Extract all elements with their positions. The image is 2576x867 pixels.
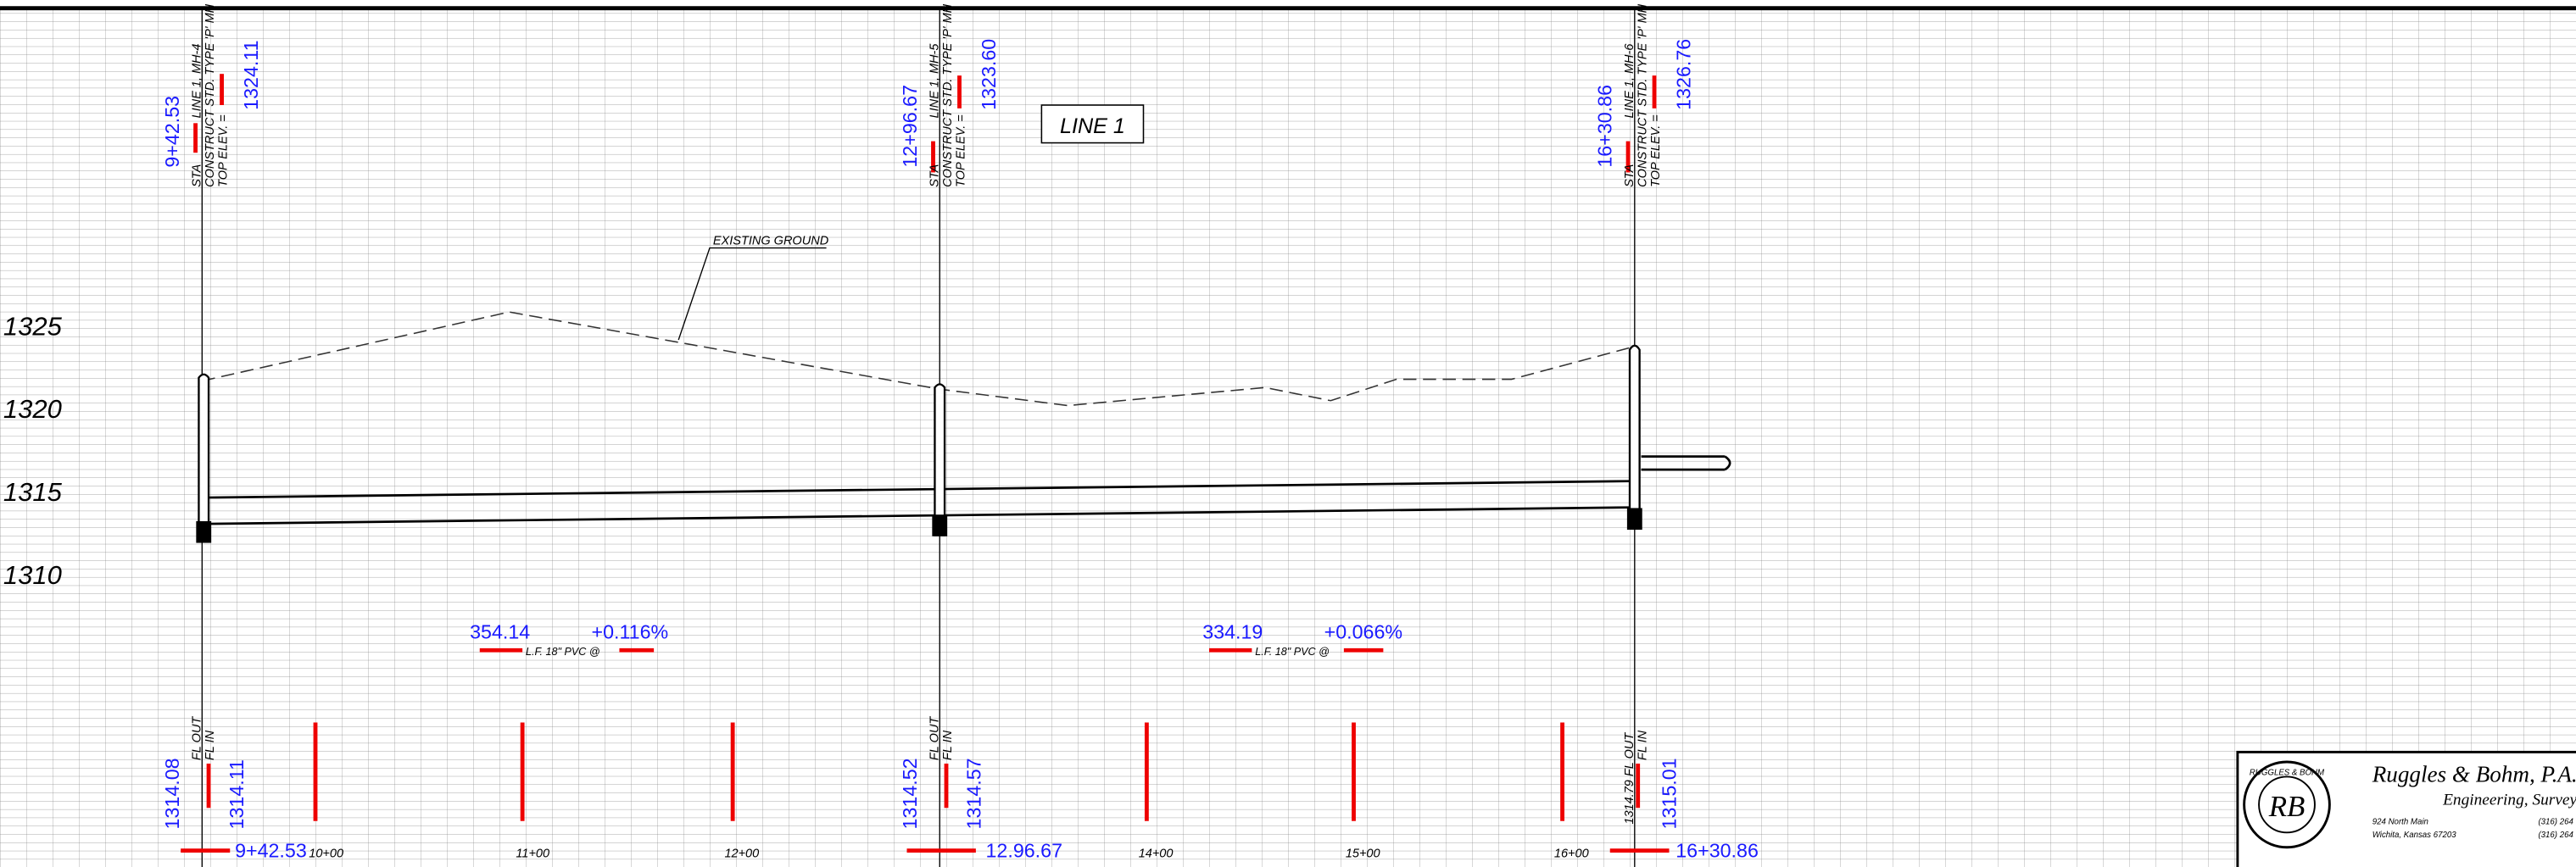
phone: (316) 264 xyxy=(2538,831,2573,840)
logo: RB xyxy=(2268,790,2306,823)
station-label: 16+00 xyxy=(1554,847,1589,860)
existing-ground-label: EXISTING GROUND xyxy=(713,235,829,248)
station-label: 9+42.53 xyxy=(161,96,183,168)
station-label: 15+00 xyxy=(1346,847,1380,860)
address: Wichita, Kansas 67203 xyxy=(2372,831,2456,840)
logo-ring: RUGGLES & BOHM xyxy=(2250,768,2325,777)
profile-drawing: LINE 1 EXISTING GROUND 1325 1320 1315 1310 9+4… xyxy=(0,0,2576,867)
label: FL IN xyxy=(204,730,217,760)
phone: (316) 264 xyxy=(2538,818,2573,827)
label: TOP ELEV. = xyxy=(1649,114,1663,187)
label: CONSTRUCT STD. TYPE 'P' MH xyxy=(204,3,217,187)
title-box-label: LINE 1 xyxy=(1060,114,1125,138)
flowline-value: 1314.08 xyxy=(161,758,183,829)
station-label: 14+00 xyxy=(1139,847,1174,860)
station-label: 12+00 xyxy=(724,847,759,860)
flowline-value: 1314.57 xyxy=(963,758,985,829)
label: TOP ELEV. = xyxy=(216,114,230,187)
label: FL OUT xyxy=(928,716,941,760)
station-label: 16+30.86 xyxy=(1594,85,1616,168)
manhole-name: LINE 1, MH-4 xyxy=(190,44,204,119)
flowline-value: 1314.52 xyxy=(899,758,921,829)
label: STA xyxy=(190,164,204,187)
label: FL OUT xyxy=(190,716,204,760)
label: CONSTRUCT STD. TYPE 'P' MH xyxy=(941,3,955,187)
label: STA xyxy=(928,164,941,187)
pipe-length: 334.19 xyxy=(1202,621,1263,643)
label: STA xyxy=(1623,164,1636,187)
label: TOP ELEV. = xyxy=(954,114,967,187)
pipe-slope: +0.116% xyxy=(592,621,669,643)
elevation-label: 1315 xyxy=(3,477,63,507)
flowline-value: 1315.01 xyxy=(1658,758,1680,829)
station-label: 16+30.86 xyxy=(1676,839,1759,861)
grid xyxy=(0,10,2576,867)
top-elev-value: 1326.76 xyxy=(1673,39,1695,110)
label: CONSTRUCT STD. TYPE 'P' MH xyxy=(1636,3,1649,187)
label: 1314.79 FL OUT xyxy=(1623,732,1636,825)
flowline-value: 1314.11 xyxy=(226,759,248,829)
top-elev-value: 1324.11 xyxy=(240,40,262,109)
station-label: 12+96.67 xyxy=(899,85,921,168)
address: 924 North Main xyxy=(2372,818,2428,827)
firm-services: Engineering, Surveying, xyxy=(2442,791,2576,809)
top-elev-value: 1323.60 xyxy=(978,39,1000,110)
manhole-name: LINE 1, MH-5 xyxy=(928,43,941,119)
elevation-label: 1310 xyxy=(3,560,62,590)
page: {"title_box":"LINE 1", "existing_ground"… xyxy=(0,0,2576,867)
station-label: 9+42.53 xyxy=(235,839,307,861)
pipe-spec: L.F. 18" PVC @ xyxy=(1255,646,1330,658)
elevation-label: 1325 xyxy=(3,311,63,341)
pipe-length: 354.14 xyxy=(470,621,530,643)
station-label: 11+00 xyxy=(516,847,549,860)
station-label: 12.96.67 xyxy=(986,839,1063,861)
station-label: 10+00 xyxy=(309,847,343,860)
pipe-slope: +0.066% xyxy=(1324,621,1402,643)
elevation-label: 1320 xyxy=(3,394,62,424)
label: FL IN xyxy=(1636,730,1649,760)
manhole-name: LINE 1, MH-6 xyxy=(1623,43,1636,119)
label: FL IN xyxy=(941,730,955,760)
firm-name: Ruggles & Bohm, P.A. xyxy=(2372,761,2576,786)
pipe-spec: L.F. 18" PVC @ xyxy=(526,646,600,658)
